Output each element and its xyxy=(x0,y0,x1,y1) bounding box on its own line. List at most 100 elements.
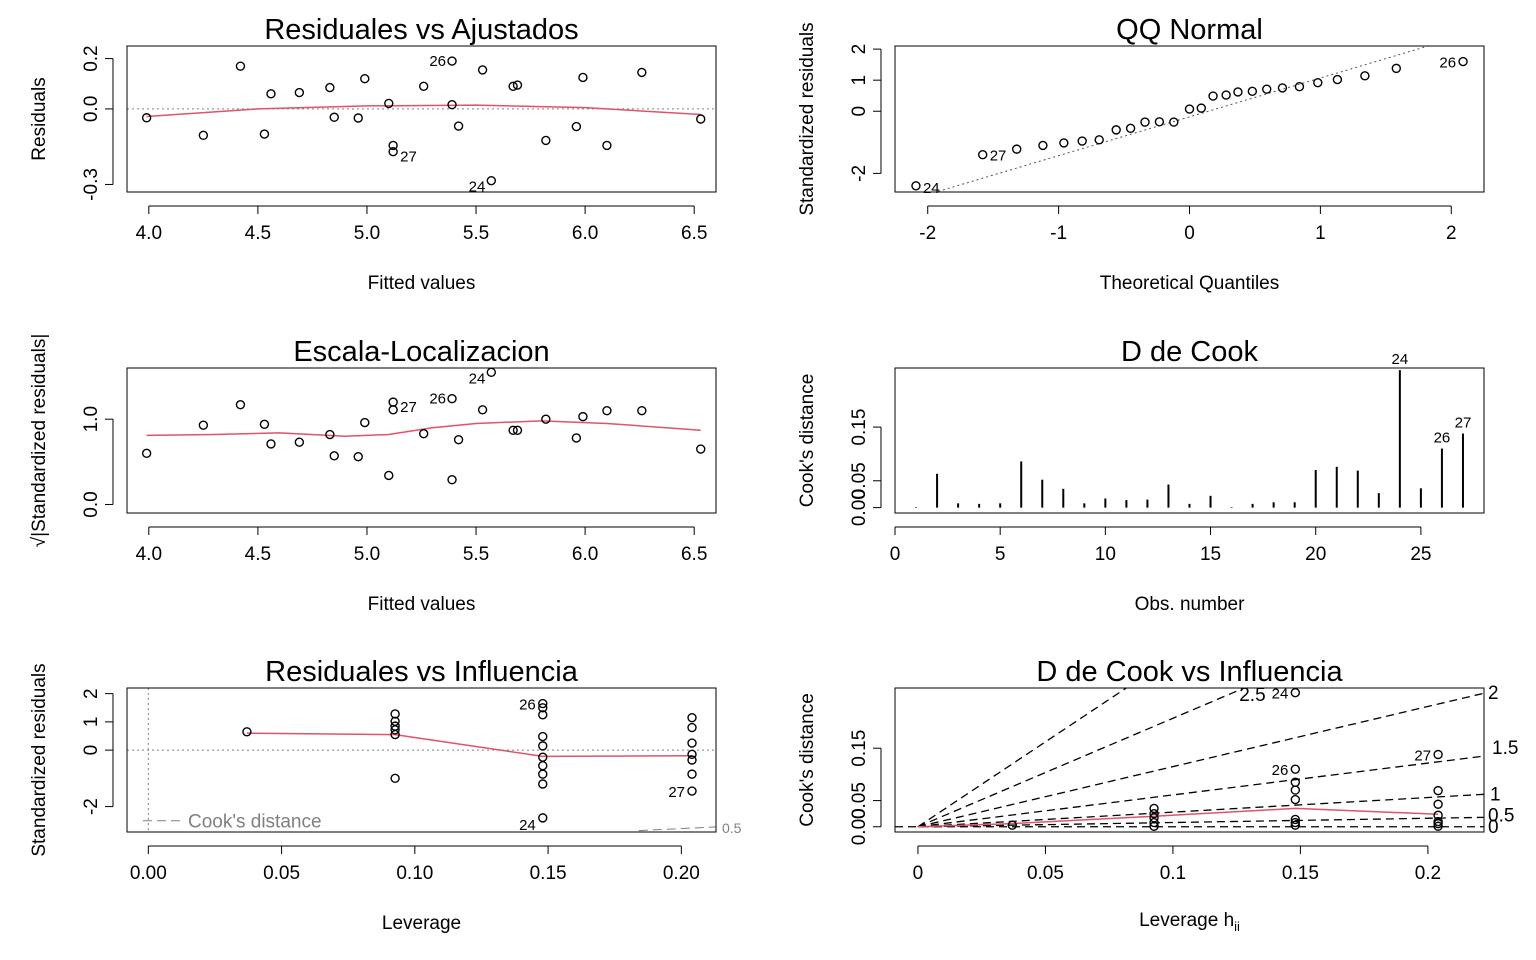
data-point xyxy=(1077,136,1087,146)
observation-label: 24 xyxy=(923,180,940,197)
data-point xyxy=(508,81,518,91)
x-tick-label: 0 xyxy=(1184,223,1195,244)
data-point xyxy=(1149,803,1159,814)
chart-title: D de Cook xyxy=(1121,336,1259,368)
y-axis-label: Cook's distance xyxy=(797,374,818,508)
y-axis-label: √|Standardized residuals| xyxy=(29,334,50,548)
x-tick-label: 0.2 xyxy=(1415,863,1441,884)
plot-frame xyxy=(126,687,717,833)
x-tick-label: 4.0 xyxy=(136,544,162,565)
x-tick-label: 0.00 xyxy=(130,863,167,884)
data-point xyxy=(538,710,548,720)
smooth-line xyxy=(146,420,701,437)
data-point xyxy=(538,769,548,779)
data-point xyxy=(1149,808,1159,819)
data-point xyxy=(360,417,370,428)
y-tick-label: 0 xyxy=(849,106,870,117)
data-point xyxy=(388,405,398,415)
data-point xyxy=(541,414,551,424)
data-point xyxy=(329,112,339,122)
data-point xyxy=(578,72,588,83)
data-point xyxy=(453,121,464,131)
cooks-contour-label: 0.5 xyxy=(722,820,742,836)
data-point xyxy=(1196,103,1206,113)
y-tick-label: -2 xyxy=(849,165,870,182)
y-tick-label: 2 xyxy=(81,688,102,699)
data-point xyxy=(1184,104,1195,114)
data-point xyxy=(1233,87,1243,97)
data-point xyxy=(696,114,706,124)
observation-label: 24 xyxy=(1272,686,1289,703)
data-point xyxy=(1290,820,1301,830)
data-point xyxy=(259,419,270,429)
data-point xyxy=(325,429,335,440)
panel-p3: Escala-Localizacion 4.0 4.5 5.0 5.5 6.0 6.5 0.0… xyxy=(29,334,717,615)
data-point xyxy=(696,444,706,454)
cooks-contour-line xyxy=(638,826,716,832)
cooks-contour-label: 0.5 xyxy=(1488,805,1514,826)
data-point xyxy=(1169,117,1179,127)
data-point xyxy=(571,121,582,132)
plot-frame xyxy=(894,367,1485,514)
x-tick-label: 0.15 xyxy=(1282,863,1319,884)
data-point xyxy=(1125,123,1136,134)
data-point xyxy=(388,397,398,407)
chart-title: Escala-Localizacion xyxy=(293,336,549,368)
data-point xyxy=(1433,818,1443,829)
data-point xyxy=(911,181,921,191)
data-point xyxy=(1360,71,1370,81)
x-tick-label: 1 xyxy=(1315,223,1326,244)
data-point xyxy=(1247,86,1258,97)
data-point xyxy=(687,738,697,748)
plot-frame xyxy=(126,367,717,514)
data-point xyxy=(1433,821,1443,831)
data-point xyxy=(198,420,209,430)
data-point xyxy=(418,428,429,439)
x-tick-label: 5.0 xyxy=(354,544,380,565)
data-point xyxy=(508,425,518,435)
x-tick-label: 0.20 xyxy=(663,863,700,884)
data-point xyxy=(1277,83,1288,93)
observation-label: 26 xyxy=(429,53,446,70)
panel-p1: Residuales vs Ajustados 4.0 4.5 5.0 5.5 6.0 6.… xyxy=(29,14,717,294)
panel-p5: Cook's distance Residuales vs Influencia 0… xyxy=(29,656,742,934)
data-point xyxy=(538,752,548,762)
data-point xyxy=(1290,794,1301,805)
data-point xyxy=(294,437,305,447)
x-axis-label: Theoretical Quantiles xyxy=(1100,273,1280,294)
observation-label: 27 xyxy=(400,399,417,416)
y-axis-label: Residuals xyxy=(29,77,50,160)
data-point xyxy=(687,755,697,765)
plot-area xyxy=(895,688,1484,828)
observation-label: 24 xyxy=(1392,351,1409,368)
cooks-contour-label: 2 xyxy=(1488,683,1499,704)
y-tick-label: 0.00 xyxy=(849,489,870,526)
data-point xyxy=(1221,90,1231,100)
data-point xyxy=(977,150,988,160)
data-point xyxy=(1290,688,1301,698)
x-tick-label: 4.5 xyxy=(245,544,271,565)
x-tick-label: 6.0 xyxy=(572,223,598,244)
x-tick-label: 20 xyxy=(1305,544,1326,565)
observation-label: 24 xyxy=(519,817,536,834)
data-point xyxy=(242,727,252,737)
y-tick-label: 0.0 xyxy=(81,491,102,517)
data-point xyxy=(1262,84,1272,94)
cooks-contour-line xyxy=(917,816,1484,828)
data-point xyxy=(235,399,246,410)
plot-frame xyxy=(894,687,1485,833)
data-point xyxy=(447,56,457,66)
plot-area: Cook's distance xyxy=(127,688,716,832)
data-point xyxy=(687,722,697,733)
data-point xyxy=(360,74,370,84)
data-point xyxy=(538,731,548,742)
data-point xyxy=(384,470,394,481)
data-point xyxy=(447,99,457,110)
data-point xyxy=(571,433,582,443)
observation-label: 27 xyxy=(990,148,1007,165)
chart-title: Residuales vs Ajustados xyxy=(264,14,578,46)
observation-label: 24 xyxy=(469,179,486,196)
data-point xyxy=(1458,56,1468,67)
data-point xyxy=(141,448,152,458)
